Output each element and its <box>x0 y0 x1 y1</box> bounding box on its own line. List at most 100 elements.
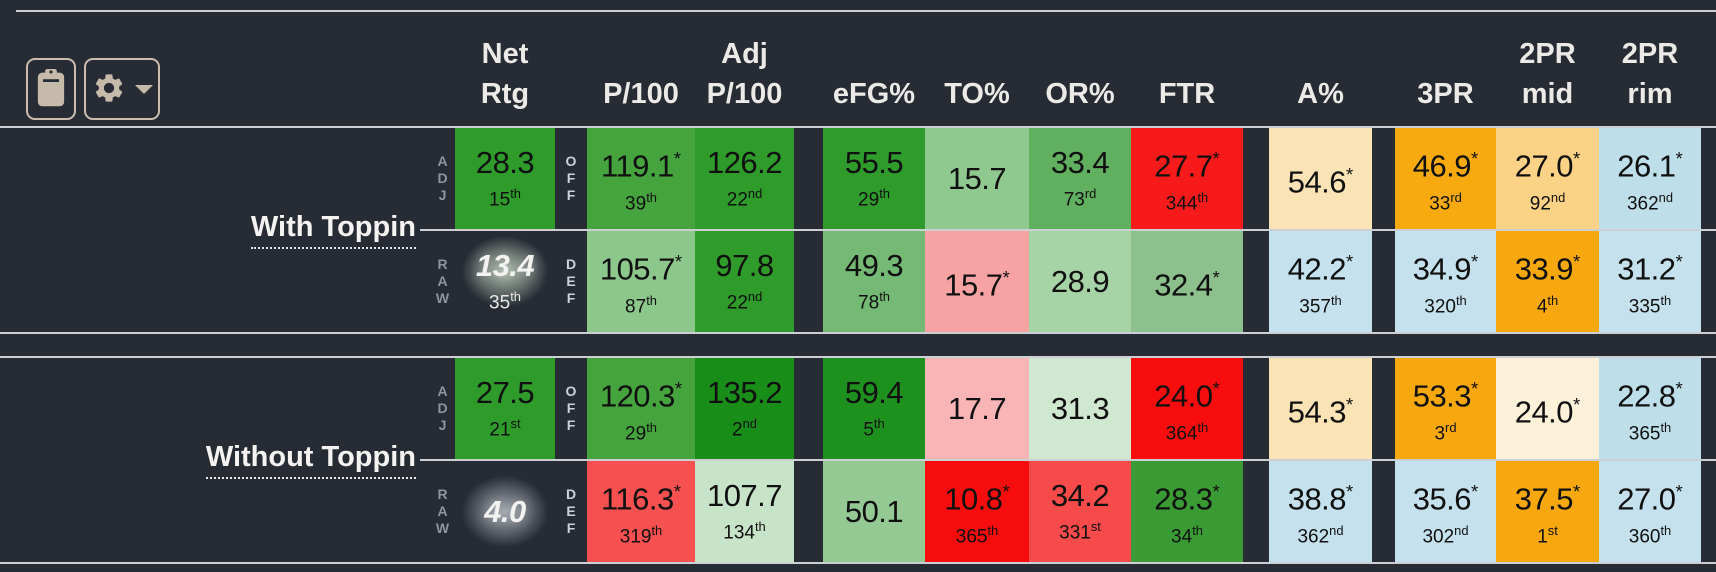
chevron-down-icon <box>134 84 153 94</box>
cell-adj-p100: 107.7 134th <box>695 461 794 562</box>
stat-rank: 1st <box>1537 522 1558 547</box>
cell-2pr-rim: 22.8* 365th <box>1599 358 1701 459</box>
gear-icon <box>92 71 126 108</box>
stat-value: 13.4 <box>475 247 535 283</box>
cell-efg: 55.5 29th <box>823 128 925 229</box>
stat-value: 35.6* <box>1412 481 1479 517</box>
stat-rank: 331st <box>1059 518 1101 544</box>
cell-3pr: 53.3* 3rd <box>1395 358 1496 459</box>
cell-a: 54.6* <box>1269 128 1372 229</box>
stat-value: 10.8* <box>944 481 1010 517</box>
settings-button[interactable] <box>84 58 160 120</box>
stat-value: 54.6* <box>1287 163 1354 200</box>
stat-value: 28.9 <box>1050 263 1110 299</box>
group-label-with-toppin[interactable]: With Toppin <box>0 211 416 249</box>
stat-value: 33.4 <box>1050 144 1110 180</box>
stat-value: 42.2* <box>1287 251 1354 287</box>
divider <box>16 10 1716 12</box>
stat-value: 31.3 <box>1050 390 1110 426</box>
cell-adj-p100: 126.2 22nd <box>695 128 794 229</box>
stat-value: 28.3* <box>1154 481 1220 517</box>
stat-value: 107.7 <box>706 477 783 513</box>
cell-p100: 120.3* 29th <box>587 358 695 459</box>
cell-or: 33.4 73rd <box>1029 128 1131 229</box>
divider <box>0 332 1716 334</box>
cell-a: 38.8* 362nd <box>1269 461 1372 562</box>
stat-value: 46.9* <box>1412 148 1479 184</box>
cell-or: 34.2 331st <box>1029 461 1131 562</box>
cell-2pr-rim: 27.0* 360th <box>1599 461 1701 562</box>
stat-value: 4.0 <box>484 493 526 529</box>
cell-net-rtg: 4.0 <box>455 461 555 562</box>
stat-value: 59.4 <box>844 374 904 410</box>
cell-net-rtg: 27.5 21st <box>455 358 555 459</box>
cell-3pr: 35.6* 302nd <box>1395 461 1496 562</box>
divider <box>0 356 1716 358</box>
cell-p100: 105.7* 87th <box>587 231 695 332</box>
cell-net-rtg: 13.4 35th <box>455 231 555 332</box>
cell-adj-p100: 135.2 2nd <box>695 358 794 459</box>
group-label-without-toppin[interactable]: Without Toppin <box>0 441 416 479</box>
stat-value: 119.1* <box>600 148 682 184</box>
cell-a: 54.3* <box>1269 358 1372 459</box>
cell-efg: 59.4 5th <box>823 358 925 459</box>
table-row: A D J 27.5 21st O F F 120.3* 29th 135.2 2nd 59.4 5th 1… <box>0 358 1716 459</box>
cell-ftr: 32.4* <box>1131 231 1243 332</box>
table-row: R A W 13.4 35th D E F 105.7* 87th 97.8 22nd 49.3 78th… <box>0 231 1716 332</box>
table-header-row: Net Rtg P/100 Adj P/100 eFG% TO% OR% FTR A… <box>0 12 1716 126</box>
stat-value: 32.4* <box>1154 266 1220 303</box>
column-header-adj-p100: Adj P/100 <box>706 38 783 110</box>
column-header-or: OR% <box>1045 78 1115 110</box>
stat-rank: 78th <box>858 288 890 314</box>
stat-rank: 92nd <box>1529 189 1566 214</box>
stat-rank: 34th <box>1171 522 1203 547</box>
group-label-text: Without Toppin <box>205 441 416 479</box>
stat-rank: 357th <box>1299 292 1342 317</box>
cell-ftr: 28.3* 34th <box>1131 461 1243 562</box>
divider <box>420 459 1716 461</box>
stat-rank: 39th <box>625 189 657 214</box>
column-header-to: TO% <box>944 78 1010 110</box>
stat-rank: 15th <box>489 185 521 211</box>
stat-value: 135.2 <box>706 374 783 410</box>
cell-2pr-mid: 27.0* 92nd <box>1496 128 1599 229</box>
copy-table-button[interactable] <box>26 58 76 120</box>
stat-value: 55.5 <box>844 144 904 180</box>
stat-value: 126.2 <box>706 144 783 180</box>
stat-rank: 364th <box>1165 419 1209 444</box>
cell-or: 31.3 <box>1029 358 1131 459</box>
cell-2pr-mid: 24.0* <box>1496 358 1599 459</box>
stat-value: 49.3 <box>844 247 904 283</box>
stat-rank: 302nd <box>1422 522 1469 547</box>
stat-value: 97.8 <box>715 247 774 283</box>
cell-to: 15.7* <box>925 231 1029 332</box>
cell-to: 15.7 <box>925 128 1029 229</box>
stat-rank: 2nd <box>732 415 757 441</box>
header-divider <box>0 126 1716 128</box>
clipboard-icon <box>36 68 66 110</box>
stat-value: 22.8* <box>1617 378 1683 414</box>
stat-rank: 22nd <box>726 288 763 314</box>
table-row: A D J 28.3 15th O F F 119.1* 39th 126.2 22nd 55.5 29t… <box>0 128 1716 229</box>
stat-rank: 21st <box>489 415 521 441</box>
stat-value: 50.1 <box>844 493 904 529</box>
stat-rank: 365th <box>1628 419 1672 444</box>
stat-rank: 360th <box>1628 522 1672 547</box>
stat-rank: 35th <box>489 288 521 314</box>
cell-3pr: 34.9* 320th <box>1395 231 1496 332</box>
stat-rank: 4th <box>1536 292 1559 317</box>
stat-value: 26.1* <box>1617 148 1683 184</box>
table-row: R A W 4.0 D E F 116.3* 319th 107.7 134th 50.1 10.8* 3… <box>0 461 1716 562</box>
stat-value: 38.8* <box>1287 481 1354 517</box>
cell-2pr-rim: 26.1* 362nd <box>1599 128 1701 229</box>
cell-ftr: 27.7* 344th <box>1131 128 1243 229</box>
stat-value: 54.3* <box>1287 393 1354 430</box>
stat-rank: 319th <box>619 522 663 547</box>
